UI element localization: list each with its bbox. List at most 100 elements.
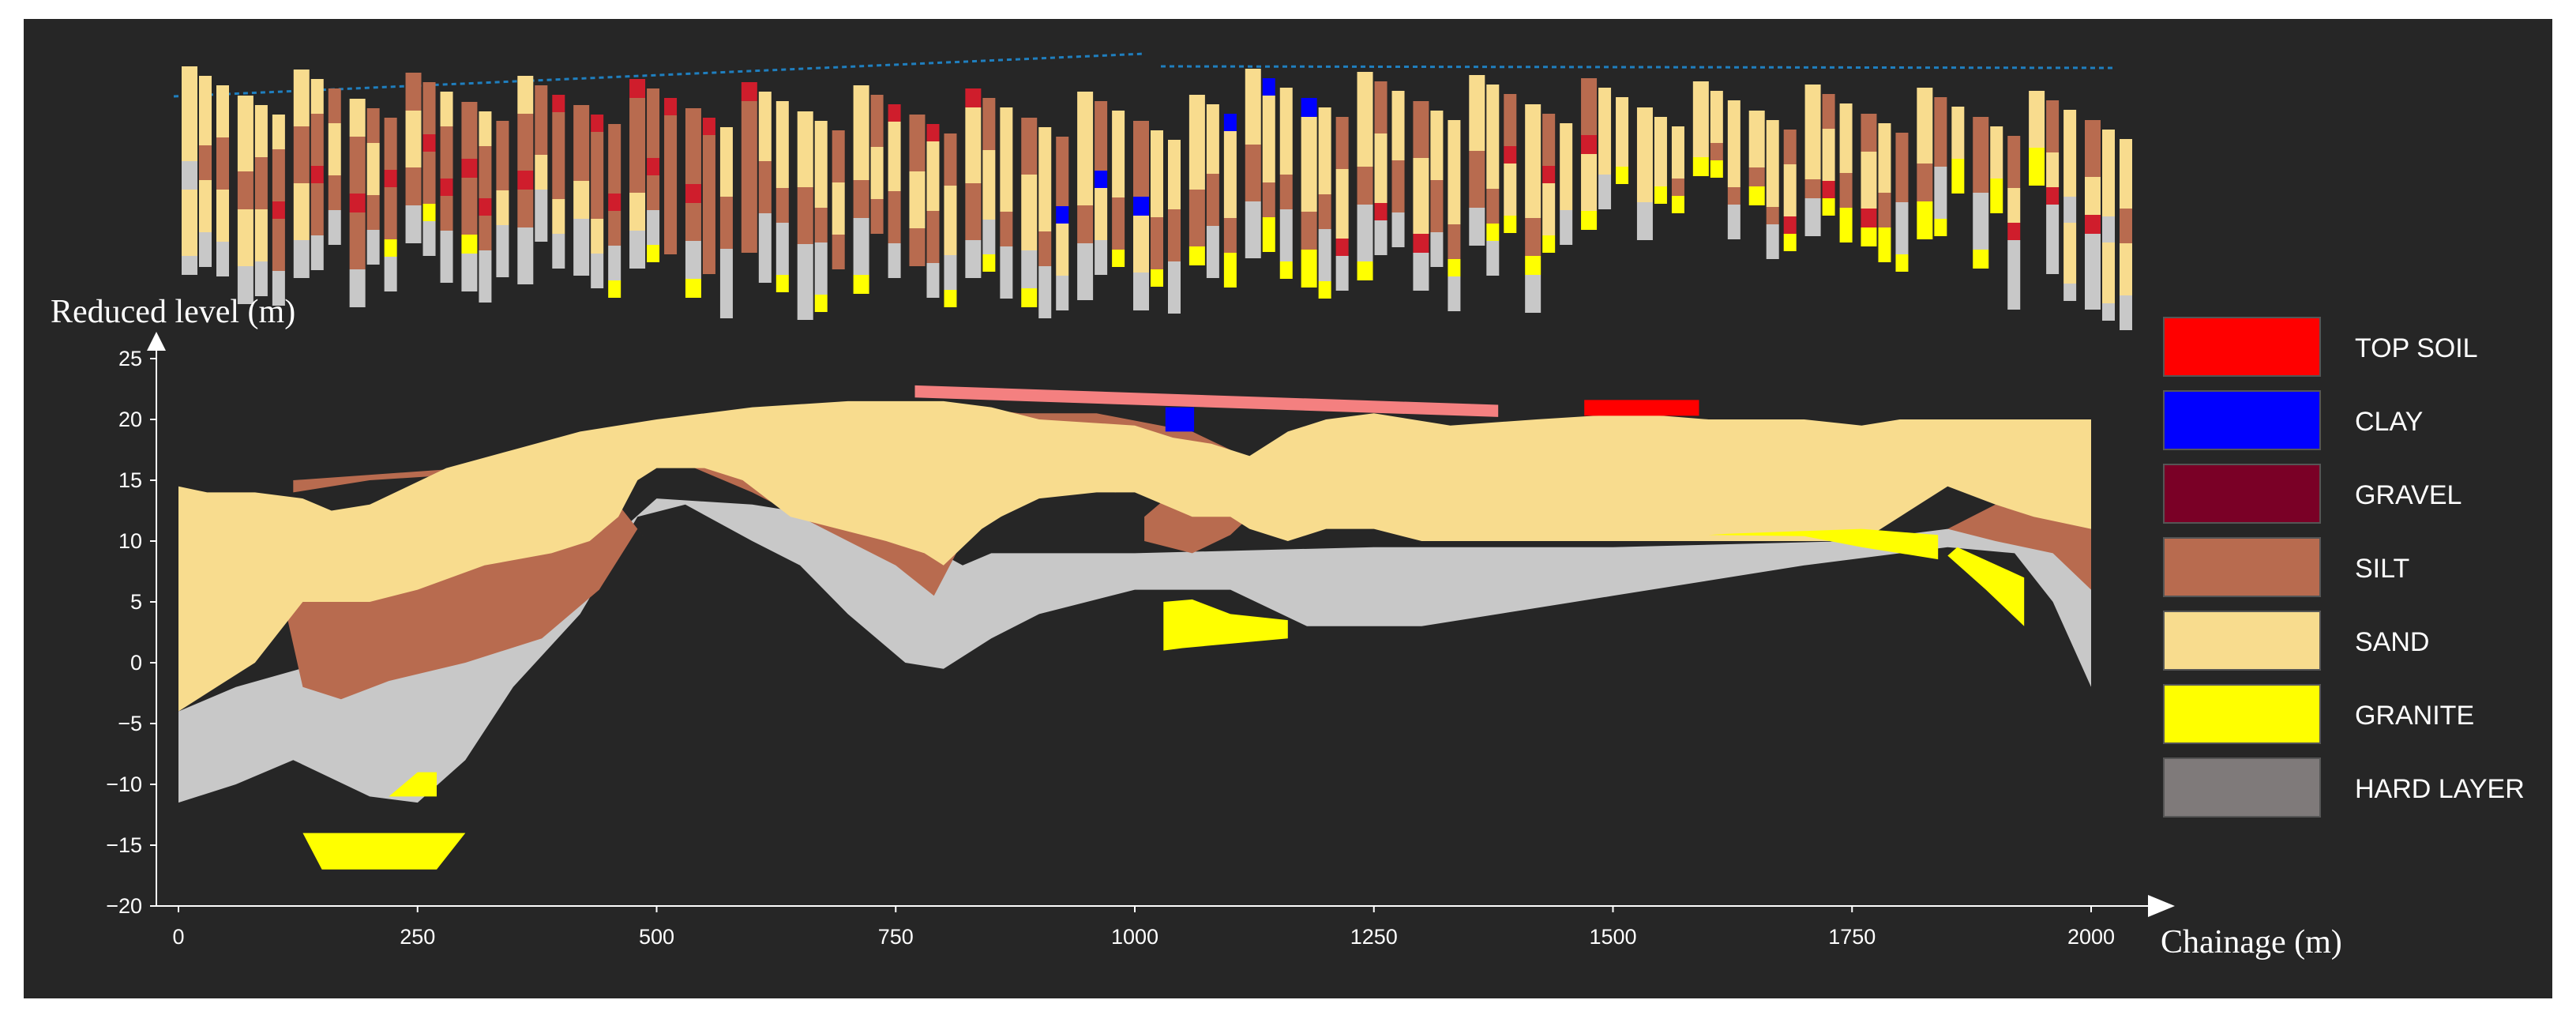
borehole-segment (1469, 208, 1485, 246)
borehole-segment (1151, 217, 1163, 269)
borehole-column (517, 76, 534, 284)
borehole-segment (944, 186, 957, 255)
strip-water-line (1160, 65, 2117, 70)
borehole-segment (870, 147, 884, 199)
borehole-column (1357, 72, 1373, 280)
borehole-segment (1168, 209, 1181, 261)
borehole-segment (237, 209, 253, 266)
borehole-segment (1448, 224, 1461, 259)
borehole-segment (608, 246, 621, 280)
borehole-segment (199, 232, 212, 267)
borehole-segment (199, 180, 212, 232)
legend-swatch-silt (2163, 537, 2321, 597)
borehole-segment (629, 231, 646, 269)
y-tick-label: −20 (106, 894, 142, 918)
borehole-column (1783, 130, 1797, 251)
borehole-segment (552, 95, 565, 112)
borehole-segment (384, 118, 397, 170)
borehole-column (237, 96, 253, 304)
borehole-column (1430, 111, 1444, 267)
borehole-segment (517, 171, 534, 190)
borehole-column (440, 92, 453, 283)
borehole-segment (1822, 129, 1835, 181)
borehole-segment (310, 79, 324, 114)
y-tick-label: −10 (106, 772, 142, 796)
borehole-segment (944, 255, 957, 290)
borehole-segment (1245, 145, 1261, 201)
borehole-segment (1861, 227, 1877, 246)
x-ticks: 0 250 500 750 1000 1250 1500 1750 2000 (172, 906, 2115, 949)
borehole-segment (461, 159, 478, 178)
borehole-segment (1168, 140, 1181, 209)
borehole-column (1077, 92, 1094, 300)
borehole-segment (1748, 167, 1765, 186)
x-tick-label: 2000 (2067, 925, 2115, 949)
borehole-segment (1430, 180, 1444, 232)
borehole-segment (496, 225, 509, 277)
borehole-column (2046, 100, 2060, 274)
borehole-column (965, 88, 982, 278)
borehole-segment (965, 240, 982, 278)
borehole-segment (870, 199, 884, 234)
borehole-column (741, 82, 757, 253)
borehole-column (1804, 85, 1821, 236)
borehole-segment (2063, 284, 2077, 301)
borehole-segment (1133, 121, 1149, 197)
borehole-segment (1318, 107, 1331, 194)
borehole-column (384, 118, 397, 291)
borehole-segment (1095, 188, 1108, 240)
x-axis-title: Chainage (m) (2161, 924, 2342, 960)
borehole-segment (1822, 181, 1835, 198)
borehole-segment (272, 271, 285, 306)
borehole-column (1636, 107, 1653, 240)
borehole-segment (1469, 151, 1485, 208)
borehole-segment (310, 235, 324, 270)
borehole-segment (1095, 171, 1108, 188)
borehole-segment (1056, 224, 1069, 276)
borehole-column (853, 85, 869, 294)
borehole-column (479, 111, 492, 303)
borehole-segment (1112, 197, 1125, 250)
borehole-segment (1279, 88, 1293, 175)
borehole-segment (1391, 160, 1405, 212)
silt-layer-polygon (1947, 504, 2091, 590)
borehole-segment (1839, 208, 1853, 242)
borehole-segment (1318, 194, 1331, 229)
borehole-segment (1748, 186, 1765, 205)
borehole-segment (1616, 97, 1629, 167)
borehole-segment (535, 155, 548, 190)
borehole-segment (1839, 173, 1853, 208)
borehole-segment (1598, 175, 1612, 209)
borehole-segment (384, 239, 397, 257)
borehole-column (1206, 104, 1219, 278)
borehole-column (1766, 120, 1779, 259)
borehole-segment (1560, 210, 1573, 245)
borehole-segment (853, 180, 869, 218)
borehole-segment (422, 134, 436, 152)
borehole-column (1056, 137, 1069, 310)
borehole-segment (366, 143, 380, 195)
borehole-column (366, 108, 380, 265)
borehole-segment (1391, 212, 1405, 247)
granite-layer-polygon (1708, 528, 1939, 560)
borehole-column (1245, 69, 1261, 258)
granite-layer-polygon (1947, 547, 2025, 626)
x-tick-label: 1250 (1350, 925, 1398, 949)
borehole-segment (1654, 117, 1667, 186)
borehole-column (1262, 78, 1275, 252)
borehole-segment (1056, 206, 1069, 224)
borehole-segment (272, 115, 285, 149)
borehole-column (1413, 101, 1429, 291)
borehole-segment (870, 95, 884, 147)
borehole-column (1878, 123, 1891, 262)
borehole-segment (552, 112, 565, 199)
borehole-column (310, 79, 324, 270)
borehole-segment (965, 107, 982, 183)
borehole-segment (1525, 275, 1541, 313)
borehole-segment (461, 102, 478, 159)
borehole-column (1095, 101, 1108, 275)
borehole-segment (797, 187, 813, 244)
borehole-segment (1727, 187, 1740, 205)
borehole-segment (1133, 273, 1149, 310)
borehole-segment (758, 92, 772, 161)
